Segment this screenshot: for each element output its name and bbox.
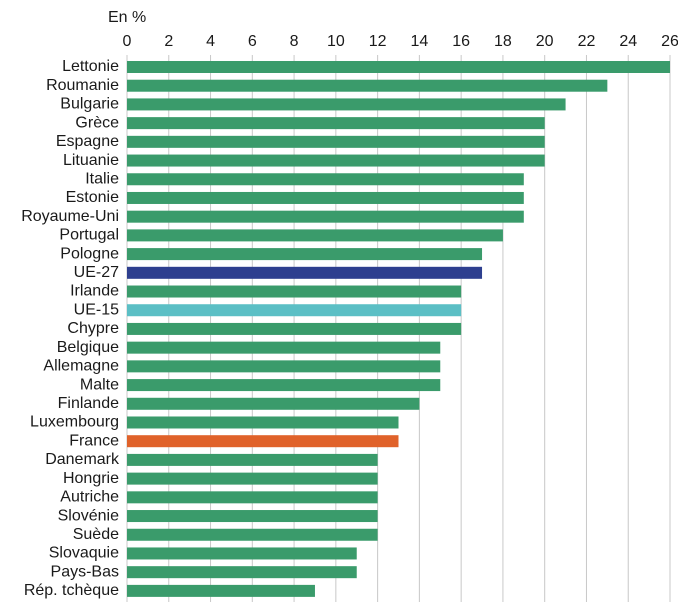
bar <box>127 210 524 223</box>
x-tick-label: 20 <box>536 33 554 50</box>
y-tick-label: Autriche <box>60 489 119 506</box>
y-tick-label: Espagne <box>56 133 119 150</box>
y-tick-label: Pologne <box>60 245 119 262</box>
y-tick-label: Hongrie <box>63 470 119 487</box>
x-tick-label: 6 <box>248 33 257 50</box>
y-tick-label: Lituanie <box>63 152 119 169</box>
x-tick-label: 18 <box>494 33 512 50</box>
x-tick-label: 12 <box>369 33 387 50</box>
y-tick-label: Suède <box>73 526 119 543</box>
bar <box>127 173 524 186</box>
x-tick-label: 24 <box>619 33 637 50</box>
bar <box>127 584 315 597</box>
y-tick-label: Estonie <box>66 189 119 206</box>
x-tick-label: 10 <box>327 33 345 50</box>
axis-unit-label: En % <box>108 9 146 26</box>
x-tick-label: 0 <box>123 33 132 50</box>
y-tick-label: Malte <box>80 376 119 393</box>
bar <box>127 322 462 335</box>
bar <box>127 154 545 167</box>
bar <box>127 61 670 73</box>
y-tick-label: Pays-Bas <box>51 563 119 580</box>
y-tick-label: Royaume-Uni <box>21 208 119 225</box>
bar <box>127 379 441 392</box>
x-tick-label: 16 <box>452 33 470 50</box>
y-tick-label: Danemark <box>45 451 120 468</box>
y-tick-label: Lettonie <box>62 58 119 75</box>
bar <box>127 491 378 504</box>
x-tick-label: 14 <box>410 33 428 50</box>
y-tick-label: Belgique <box>57 339 119 356</box>
bar <box>127 98 566 111</box>
y-tick-label: UE-15 <box>74 301 119 318</box>
y-tick-label: Rép. tchèque <box>24 582 119 599</box>
bar <box>127 304 462 317</box>
bar <box>127 547 357 560</box>
y-tick-label: Allemagne <box>43 358 119 375</box>
y-tick-label: Slovaquie <box>49 545 119 562</box>
bar <box>127 472 378 485</box>
bar <box>127 248 483 261</box>
bar <box>127 117 545 130</box>
y-tick-label: Irlande <box>70 283 119 300</box>
bar <box>127 528 378 541</box>
bar <box>127 341 441 354</box>
y-tick-label: Grèce <box>75 114 119 131</box>
bar <box>127 79 608 92</box>
y-tick-label: Roumanie <box>46 77 119 94</box>
x-tick-label: 2 <box>164 33 173 50</box>
bar <box>127 435 399 448</box>
bar <box>127 191 524 204</box>
x-tick-label: 8 <box>290 33 299 50</box>
bar <box>127 416 399 429</box>
bar <box>127 397 420 410</box>
x-tick-label: 26 <box>661 33 678 50</box>
x-tick-label: 22 <box>578 33 596 50</box>
y-tick-label: France <box>69 432 119 449</box>
bar <box>127 453 378 466</box>
bar <box>127 266 483 279</box>
y-tick-label: Bulgarie <box>60 96 119 113</box>
bar <box>127 285 462 298</box>
y-tick-label: Luxembourg <box>30 414 119 431</box>
y-tick-label: Chypre <box>67 320 119 337</box>
y-tick-label: Italie <box>85 170 119 187</box>
bar <box>127 229 503 242</box>
bar <box>127 135 545 148</box>
bar <box>127 566 357 579</box>
x-tick-label: 4 <box>206 33 215 50</box>
y-tick-label: UE-27 <box>74 264 119 281</box>
y-tick-label: Slovénie <box>58 507 119 524</box>
bar <box>127 510 378 523</box>
y-tick-label: Portugal <box>59 227 119 244</box>
bar <box>127 360 441 373</box>
y-tick-label: Finlande <box>58 395 119 412</box>
